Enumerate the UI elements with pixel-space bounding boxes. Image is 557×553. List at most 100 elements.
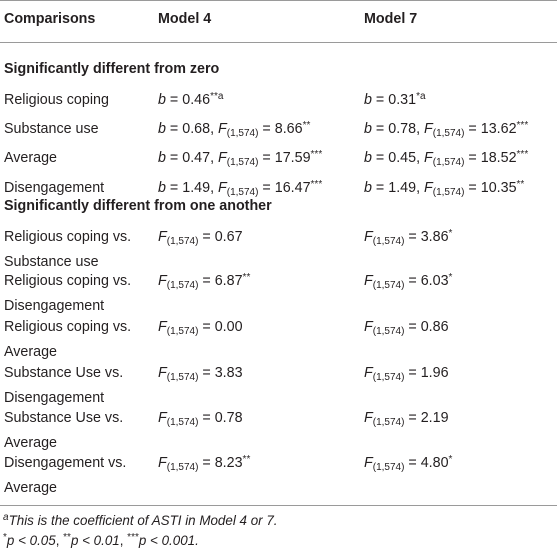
f-symbol: F: [364, 229, 373, 245]
f-value: 3.83: [214, 365, 243, 381]
label-line: Average: [4, 435, 57, 451]
f-df: (1,574): [432, 128, 465, 139]
f-symbol: F: [364, 273, 373, 289]
model-4-value: F(1,574) = 0.78: [158, 410, 243, 428]
coef-symbol: b: [158, 180, 166, 196]
label-line: Disengagement: [4, 298, 105, 314]
f-df: (1,574): [166, 280, 199, 291]
coef-symbol: b: [364, 92, 372, 108]
footnote-significance: *p < 0.05, **p < 0.01, ***p < 0.001.: [3, 532, 199, 549]
comparison-label: Substance use: [4, 121, 99, 137]
coef-value: 0.45: [388, 150, 417, 166]
f-symbol: F: [218, 121, 227, 137]
coef-symbol: b: [158, 121, 166, 137]
footnote-threshold: 0.001: [161, 533, 196, 548]
footnote-a-text: This is the coefficient of ASTI in Model…: [8, 513, 278, 528]
significance-mark: *: [448, 454, 453, 465]
f-value: 13.62: [480, 121, 517, 137]
footnote-stars: *: [3, 532, 7, 543]
label-line: Substance use: [4, 254, 99, 270]
f-value: 0.78: [214, 410, 243, 426]
label-line: Average: [4, 150, 57, 166]
f-value: 0.86: [420, 319, 449, 335]
f-value: 4.80: [420, 455, 449, 471]
significance-mark: *: [448, 272, 453, 283]
f-df: (1,574): [432, 187, 465, 198]
coef-value: 1.49: [388, 180, 417, 196]
f-symbol: F: [424, 180, 433, 196]
model-7-value: b = 0.78, F(1,574) = 13.62***: [364, 120, 529, 139]
footnote-p: p: [70, 533, 79, 548]
footnote-op: <: [78, 533, 94, 548]
header-model-4: Model 4: [158, 11, 212, 27]
f-symbol: F: [218, 150, 227, 166]
f-symbol: F: [218, 180, 227, 196]
f-symbol: F: [158, 273, 167, 289]
f-value: 3.86: [420, 229, 449, 245]
model-7-value: b = 1.49, F(1,574) = 10.35**: [364, 179, 525, 198]
label-line: Religious coping vs.: [4, 229, 132, 245]
significance-mark: **: [302, 120, 311, 131]
footnote-threshold: 0.05: [29, 533, 56, 548]
f-value: 2.19: [420, 410, 449, 426]
coef-value: 0.47: [182, 150, 211, 166]
model-7-value: F(1,574) = 4.80*: [364, 454, 453, 473]
significance-mark: ***: [310, 179, 323, 190]
f-df: (1,574): [166, 417, 199, 428]
model-7-value: F(1,574) = 1.96: [364, 365, 449, 383]
f-df: (1,574): [226, 157, 259, 168]
table-bottom-rule: [0, 505, 557, 506]
f-value: 8.23: [214, 455, 243, 471]
model-4-value: b = 0.46**a: [158, 91, 224, 109]
model-7-value: F(1,574) = 3.86*: [364, 228, 453, 247]
significance-mark: **: [242, 272, 251, 283]
footnote-a-marker: a: [3, 512, 9, 523]
significance-mark: *a: [416, 91, 426, 102]
coef-value: 0.78: [388, 121, 417, 137]
f-symbol: F: [158, 365, 167, 381]
footnote-a: aThis is the coefficient of ASTI in Mode…: [3, 512, 278, 529]
model-7-value: F(1,574) = 6.03*: [364, 272, 453, 291]
model-4-value: F(1,574) = 3.83: [158, 365, 243, 383]
f-df: (1,574): [226, 187, 259, 198]
comparison-label: Religious coping vs. Substance use: [4, 229, 131, 270]
comparison-label: Average: [4, 150, 57, 166]
significance-mark: ***: [516, 120, 529, 131]
f-df: (1,574): [166, 462, 199, 473]
f-value: 6.87: [214, 273, 243, 289]
footnote-p: p: [6, 533, 15, 548]
label-line: Average: [4, 480, 57, 496]
header-model-7: Model 7: [364, 11, 418, 27]
coef-symbol: b: [364, 150, 372, 166]
coef-value: 0.68: [182, 121, 211, 137]
f-df: (1,574): [166, 372, 199, 383]
header-rule: [0, 42, 557, 43]
significance-mark: ***: [310, 149, 323, 160]
label-line: Substance Use vs.: [4, 410, 124, 426]
model-4-value: b = 0.47, F(1,574) = 17.59***: [158, 149, 323, 168]
coef-value: 0.31: [388, 92, 417, 108]
significance-mark: **a: [210, 91, 224, 102]
comparison-label: Substance Use vs. Disengagement: [4, 365, 123, 406]
label-line: Religious coping vs.: [4, 273, 132, 289]
f-symbol: F: [364, 319, 373, 335]
label-line: Average: [4, 344, 57, 360]
label-line: Religious coping vs.: [4, 319, 132, 335]
model-7-value: F(1,574) = 2.19: [364, 410, 449, 428]
f-df: (1,574): [372, 326, 405, 337]
f-df: (1,574): [372, 417, 405, 428]
f-df: (1,574): [166, 326, 199, 337]
f-symbol: F: [158, 319, 167, 335]
significance-mark: *: [448, 228, 453, 239]
comparison-label: Religious coping vs. Disengagement: [4, 273, 131, 314]
model-4-value: F(1,574) = 0.00: [158, 319, 243, 337]
model-7-value: F(1,574) = 0.86: [364, 319, 449, 337]
model-4-value: F(1,574) = 0.67: [158, 229, 243, 247]
significance-mark: **: [516, 179, 525, 190]
f-symbol: F: [424, 121, 433, 137]
f-symbol: F: [158, 410, 167, 426]
model-4-value: b = 1.49, F(1,574) = 16.47***: [158, 179, 323, 198]
comparison-label: Religious coping: [4, 92, 109, 108]
coef-value: 0.46: [182, 92, 211, 108]
f-symbol: F: [158, 455, 167, 471]
